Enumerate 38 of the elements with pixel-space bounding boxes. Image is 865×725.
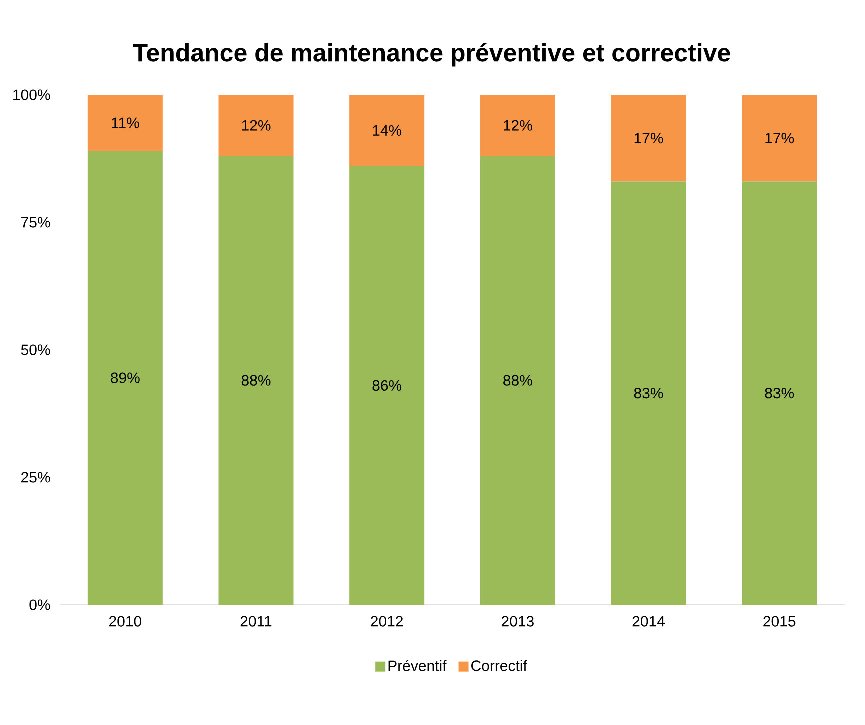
x-tick-label: 2010 [109, 616, 142, 627]
y-tick-label: 25% [22, 472, 50, 483]
legend-label: Préventif [388, 660, 447, 672]
y-tick-label: 100% [14, 90, 50, 100]
bar [480, 156, 556, 605]
y-tick-label: 75% [22, 217, 50, 228]
bar [742, 94, 818, 182]
bar [88, 94, 163, 152]
data-label: 83% [765, 388, 794, 399]
data-label: 11% [112, 118, 140, 128]
x-tick-label: 2011 [240, 616, 272, 627]
data-label: 12% [504, 120, 532, 131]
x-tick-label: 2015 [764, 616, 796, 627]
bar [350, 94, 425, 166]
data-label: 88% [504, 375, 532, 386]
data-label: 88% [242, 375, 271, 386]
data-label: 17% [634, 133, 664, 144]
data-label: 89% [111, 372, 140, 384]
bar [350, 166, 425, 605]
data-label: 86% [372, 380, 402, 391]
bar [218, 156, 294, 605]
bar [218, 94, 294, 156]
bar [480, 94, 556, 156]
bar [742, 182, 818, 605]
x-tick-label: 2012 [371, 616, 404, 627]
y-tick-label: 0% [30, 600, 50, 610]
bar [611, 182, 686, 605]
data-label: 14% [373, 125, 402, 136]
y-tick-label: 50% [21, 344, 50, 356]
data-label: 17% [766, 133, 794, 144]
data-label: 12% [242, 120, 271, 131]
x-tick-label: 2013 [502, 616, 534, 627]
bar [611, 94, 686, 182]
legend-label: Correctif [472, 660, 528, 672]
x-tick-label: 2014 [632, 616, 665, 627]
bar [88, 151, 163, 605]
data-label: 83% [634, 388, 664, 399]
chart-title: Tendance de maintenance préventive et corrective [133, 43, 730, 67]
